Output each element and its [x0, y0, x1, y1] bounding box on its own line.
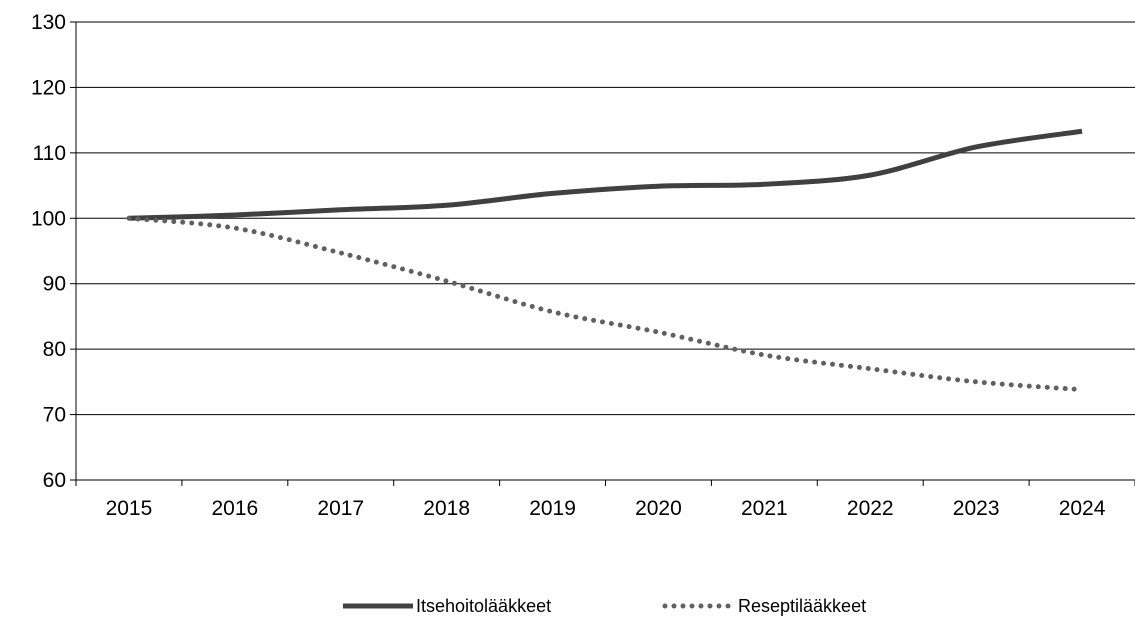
y-tick-label-60: 60: [43, 469, 66, 492]
x-tick-label-2016: 2016: [211, 497, 258, 520]
x-tick-label-2022: 2022: [847, 497, 894, 520]
y-tick-label-110: 110: [33, 142, 66, 165]
y-tick-label-100: 100: [31, 207, 66, 230]
y-axis-ticks: 60 70 80 90 100 110 120 130: [31, 11, 66, 492]
x-axis-ticks: 2015 2016 2017 2018 2019 2020 2021 2022 2023 2024: [106, 497, 1106, 520]
gridlines: [76, 21, 1135, 416]
y-tick-label-70: 70: [43, 404, 66, 427]
x-tick-label-2021: 2021: [741, 497, 788, 520]
x-tick-label-2023: 2023: [953, 497, 1000, 520]
y-tick-label-80: 80: [43, 338, 66, 361]
series-lines: [126, 128, 1085, 393]
legend: Itsehoitolääkkeet Reseptilääkkeet: [343, 596, 866, 616]
x-tick-label-2018: 2018: [423, 497, 470, 520]
x-tick-label-2024: 2024: [1059, 497, 1106, 520]
y-tick-label-130: 130: [31, 11, 66, 34]
x-tick-label-2015: 2015: [106, 497, 153, 520]
y-tick-label-120: 120: [31, 76, 66, 99]
x-tick-label-2020: 2020: [635, 497, 682, 520]
legend-label-reseptilaakkeet: Reseptilääkkeet: [738, 596, 866, 616]
y-tick-label-90: 90: [43, 273, 66, 296]
legend-label-itsehoitolaakkeet: Itsehoitolääkkeet: [416, 596, 551, 616]
x-tick-label-2017: 2017: [317, 497, 364, 520]
axes: [70, 21, 1135, 486]
series-line-reseptilaakkeet: [126, 215, 1085, 393]
x-tick-label-2019: 2019: [529, 497, 576, 520]
series-line-itsehoitolaakkeet: [128, 128, 1083, 221]
